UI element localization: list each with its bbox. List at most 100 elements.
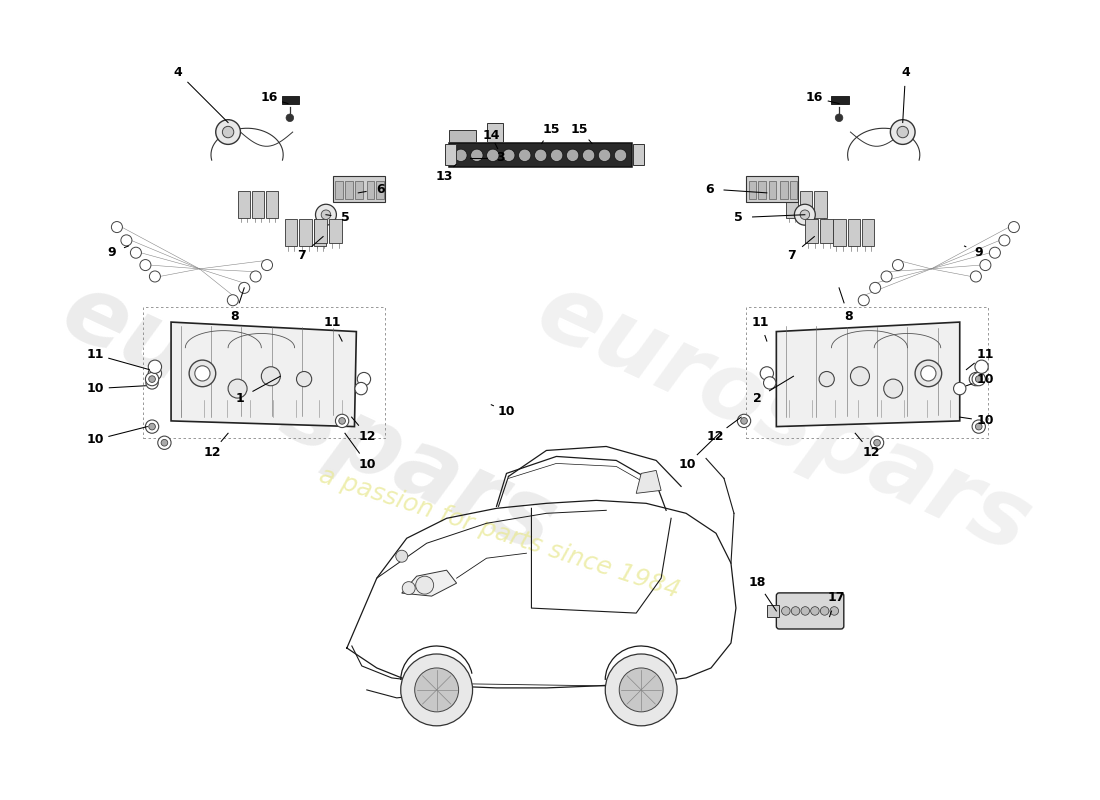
Circle shape (148, 360, 162, 374)
Bar (834, 219, 846, 246)
Bar (266, 191, 278, 218)
Text: 8: 8 (230, 310, 239, 323)
Text: 14: 14 (483, 130, 500, 142)
Text: 7: 7 (297, 249, 306, 262)
Circle shape (811, 606, 819, 615)
Circle shape (980, 259, 991, 270)
Bar (780, 182, 788, 198)
Circle shape (801, 606, 810, 615)
Text: 6: 6 (376, 182, 384, 195)
Circle shape (250, 271, 261, 282)
Text: 11: 11 (977, 348, 994, 361)
Circle shape (148, 366, 162, 380)
Circle shape (760, 366, 773, 380)
Circle shape (794, 204, 815, 225)
Polygon shape (777, 322, 959, 426)
Text: 10: 10 (86, 434, 103, 446)
Circle shape (518, 149, 531, 162)
Circle shape (145, 420, 158, 434)
Circle shape (737, 414, 750, 427)
Polygon shape (636, 470, 661, 494)
Text: 16: 16 (805, 91, 823, 104)
Circle shape (566, 149, 579, 162)
Circle shape (148, 423, 155, 430)
Circle shape (976, 423, 982, 430)
Bar (769, 182, 777, 198)
Text: 9: 9 (107, 246, 116, 259)
Circle shape (222, 126, 234, 138)
Circle shape (262, 259, 273, 270)
Circle shape (614, 149, 627, 162)
Circle shape (486, 149, 499, 162)
Circle shape (121, 235, 132, 246)
Bar (862, 219, 874, 246)
Bar (848, 219, 860, 246)
Circle shape (550, 149, 563, 162)
Circle shape (145, 373, 158, 386)
Circle shape (820, 371, 834, 386)
Bar (767, 606, 779, 617)
Text: 15: 15 (542, 122, 560, 136)
Text: 15: 15 (571, 122, 588, 136)
FancyBboxPatch shape (777, 593, 844, 629)
Circle shape (403, 582, 415, 594)
Bar (487, 122, 503, 142)
Text: 16: 16 (261, 91, 277, 104)
Circle shape (148, 376, 155, 382)
Circle shape (316, 204, 337, 225)
Text: 4: 4 (901, 66, 910, 78)
Text: 5: 5 (734, 211, 742, 224)
Text: 10: 10 (497, 405, 515, 418)
Circle shape (454, 149, 467, 162)
Polygon shape (172, 322, 356, 426)
Text: 10: 10 (359, 458, 376, 471)
Bar (450, 130, 476, 142)
Circle shape (830, 606, 838, 615)
Circle shape (740, 418, 747, 424)
Bar (758, 182, 766, 198)
Circle shape (189, 360, 216, 386)
Bar (314, 218, 327, 243)
Circle shape (336, 414, 349, 427)
Text: 7: 7 (788, 249, 796, 262)
Text: a passion for parts since 1984: a passion for parts since 1984 (316, 463, 682, 603)
Circle shape (416, 576, 433, 594)
Circle shape (297, 371, 311, 386)
Text: 6: 6 (705, 182, 714, 195)
Text: 10: 10 (977, 414, 994, 427)
Circle shape (339, 418, 345, 424)
Circle shape (111, 222, 122, 233)
Bar (450, 143, 631, 167)
Bar (785, 191, 799, 218)
Circle shape (972, 420, 986, 434)
Circle shape (321, 210, 331, 219)
Circle shape (262, 366, 280, 386)
Text: 12: 12 (359, 430, 376, 442)
Text: 13: 13 (436, 170, 452, 183)
Circle shape (921, 366, 936, 381)
Circle shape (892, 259, 903, 270)
Circle shape (400, 654, 473, 726)
Circle shape (873, 439, 880, 446)
Bar (376, 182, 384, 198)
Circle shape (605, 654, 678, 726)
Circle shape (835, 114, 843, 122)
Circle shape (975, 360, 988, 374)
Circle shape (228, 294, 239, 306)
Text: 12: 12 (707, 430, 724, 442)
Circle shape (598, 149, 611, 162)
Circle shape (146, 377, 158, 389)
Bar (314, 219, 326, 246)
Circle shape (355, 382, 367, 394)
Circle shape (415, 668, 459, 712)
Text: 3: 3 (496, 151, 505, 164)
Circle shape (503, 149, 515, 162)
Circle shape (976, 376, 982, 382)
Circle shape (140, 259, 151, 270)
Circle shape (890, 120, 915, 144)
Circle shape (972, 373, 986, 386)
Text: 10: 10 (679, 458, 696, 471)
Bar (336, 182, 343, 198)
Text: 10: 10 (977, 373, 994, 386)
Bar (749, 182, 757, 198)
